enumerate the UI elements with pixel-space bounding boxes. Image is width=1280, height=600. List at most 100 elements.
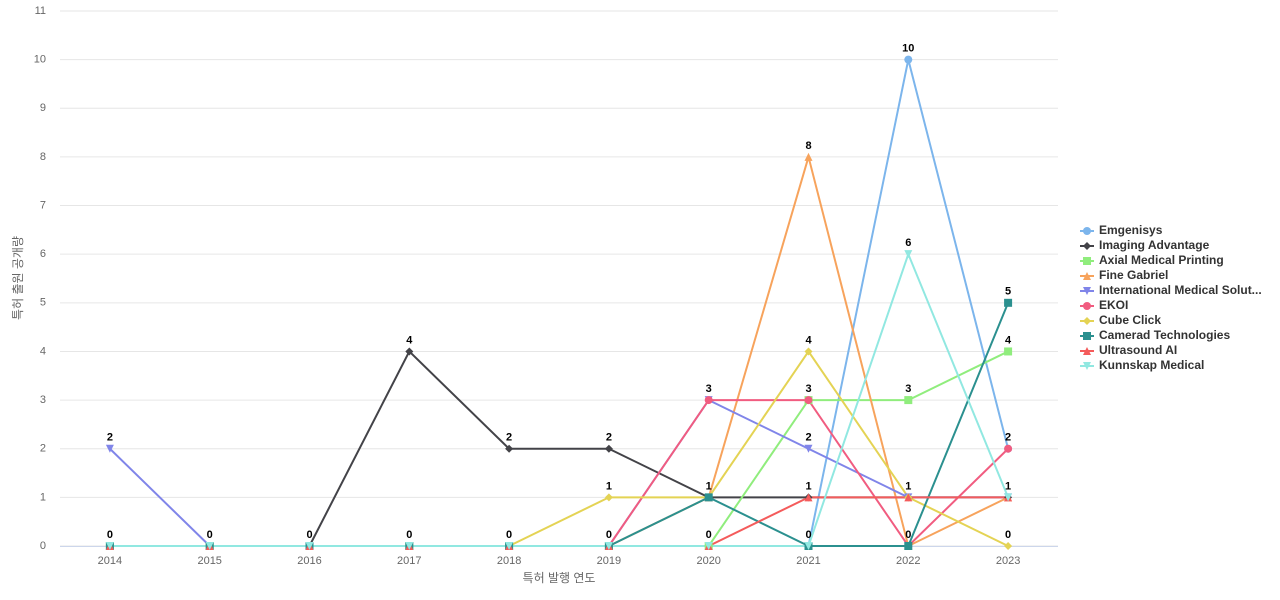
y-tick-label: 8 xyxy=(40,151,46,163)
point xyxy=(405,542,414,550)
point xyxy=(604,542,613,550)
data-label: 0 xyxy=(1005,529,1011,541)
data-label: 0 xyxy=(406,529,412,541)
legend-marker xyxy=(1083,287,1091,295)
data-label: 1 xyxy=(606,480,612,492)
lines xyxy=(109,59,1010,548)
point xyxy=(505,444,514,453)
data-label: 0 xyxy=(905,529,911,541)
legend-label: EKOI xyxy=(1099,298,1128,312)
series-line xyxy=(109,251,1010,547)
data-label: 0 xyxy=(606,529,612,541)
point xyxy=(904,250,913,259)
y-tick-label: 3 xyxy=(40,394,46,406)
points xyxy=(105,55,1013,550)
x-axis-title: 특허 발행 연도 xyxy=(523,570,596,585)
point xyxy=(804,347,813,356)
legend-marker xyxy=(1083,257,1091,265)
y-tick-label: 1 xyxy=(40,491,46,503)
point xyxy=(1004,493,1013,502)
point xyxy=(1004,298,1013,307)
x-tick-label: 2014 xyxy=(98,555,122,567)
data-label: 2 xyxy=(606,432,612,444)
series-line xyxy=(109,302,1010,547)
point xyxy=(604,444,613,453)
x-tick-label: 2019 xyxy=(597,555,621,567)
point xyxy=(804,396,813,405)
point xyxy=(704,396,713,405)
data-label: 4 xyxy=(805,334,812,346)
data-label: 4 xyxy=(406,334,413,346)
legend-label: International Medical Solut... xyxy=(1099,283,1262,297)
x-tick-label: 2023 xyxy=(996,555,1020,567)
data-label: 2 xyxy=(506,432,512,444)
point xyxy=(105,542,114,550)
point xyxy=(1004,444,1013,453)
data-label: 1 xyxy=(905,480,911,492)
y-tick-label: 6 xyxy=(40,248,46,260)
y-axis-title: 특허 출원 공개량 xyxy=(11,236,25,320)
point xyxy=(804,444,813,453)
point xyxy=(704,493,713,502)
legend-marker xyxy=(1083,227,1091,235)
point xyxy=(105,444,114,453)
legend-label: Imaging Advantage xyxy=(1099,238,1210,252)
legend-label: Emgenisys xyxy=(1099,223,1163,237)
data-label: 6 xyxy=(905,237,911,249)
point xyxy=(904,396,913,405)
point xyxy=(804,493,813,502)
data-label: 0 xyxy=(107,529,113,541)
data-label: 2 xyxy=(107,432,113,444)
data-label: 5 xyxy=(1005,286,1011,298)
y-tick-label: 2 xyxy=(40,443,46,455)
data-label: 1 xyxy=(805,480,811,492)
point xyxy=(904,55,913,64)
y-tick-label: 7 xyxy=(40,199,46,211)
point xyxy=(1004,542,1013,550)
series-line xyxy=(109,399,1009,548)
data-label: 0 xyxy=(805,529,811,541)
data-label: 0 xyxy=(207,529,213,541)
point xyxy=(804,542,813,550)
y-tick-label: 9 xyxy=(40,102,46,114)
data-label: 3 xyxy=(805,383,811,395)
x-tick-label: 2015 xyxy=(197,555,221,567)
point xyxy=(1004,347,1013,356)
data-label: 8 xyxy=(805,140,811,152)
legend-marker xyxy=(1083,362,1091,370)
y-tick-label: 11 xyxy=(35,5,46,17)
point xyxy=(904,542,913,550)
series-line xyxy=(109,398,1009,547)
point xyxy=(804,152,813,161)
x-tick-label: 2018 xyxy=(497,555,521,567)
point xyxy=(205,542,214,550)
point xyxy=(405,347,414,356)
point xyxy=(604,493,613,502)
data-label: 0 xyxy=(306,529,312,541)
data-label: 1 xyxy=(1005,480,1011,492)
x-tick-label: 2021 xyxy=(796,555,820,567)
legend-marker xyxy=(1083,317,1091,325)
legend-label: Ultrasound AI xyxy=(1099,343,1177,357)
point xyxy=(704,542,713,550)
legend-marker xyxy=(1083,332,1091,340)
data-label: 3 xyxy=(905,383,911,395)
legend-label: Axial Medical Printing xyxy=(1099,253,1224,267)
data-label: 2 xyxy=(1005,432,1011,444)
data-label: 1 xyxy=(706,480,712,492)
x-tick-label: 2022 xyxy=(896,555,920,567)
data-label: 3 xyxy=(706,383,712,395)
x-tick-label: 2017 xyxy=(397,555,421,567)
legend-label: Fine Gabriel xyxy=(1099,268,1168,282)
y-tick-label: 0 xyxy=(40,540,46,552)
y-tick-label: 4 xyxy=(40,345,46,357)
legend-label: Kunnskap Medical xyxy=(1099,358,1204,372)
data-labels: 0 0 0 0 0 0 0 0 10 2 4 2 2 1 1 1 1 3 3 4 8 0 2 3 2 1 4 0 5 6 xyxy=(107,43,1012,541)
x-tick-label: 2020 xyxy=(696,555,720,567)
legend-marker xyxy=(1083,272,1091,280)
legend-marker xyxy=(1083,242,1091,250)
data-label: 2 xyxy=(805,432,811,444)
legend-marker xyxy=(1083,302,1091,310)
